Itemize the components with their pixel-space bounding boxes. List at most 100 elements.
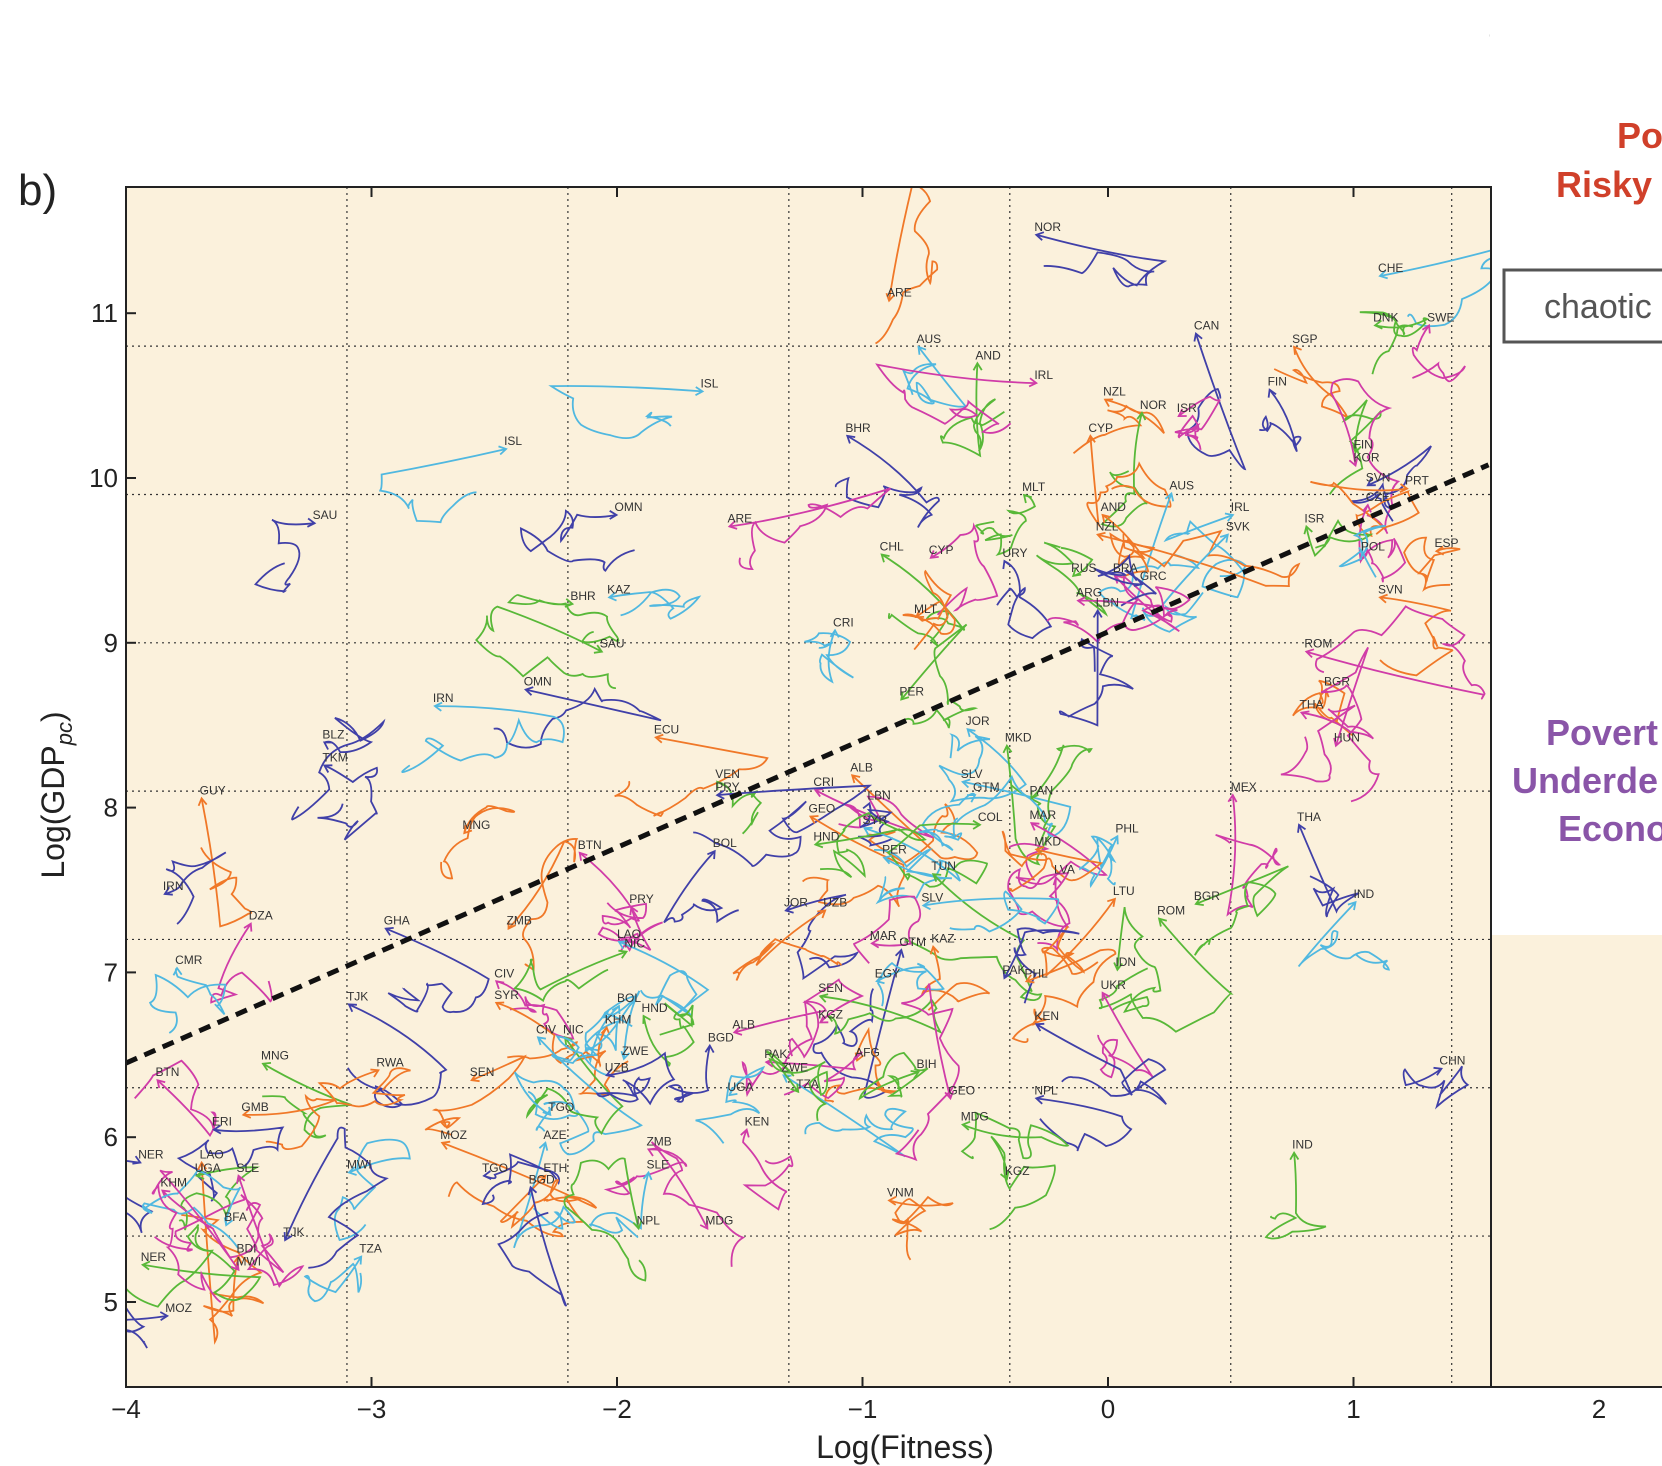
- trajectory-isr: [1174, 395, 1221, 450]
- trajectory-arrowhead: [347, 1166, 357, 1176]
- country-label-sgp: SGP: [1292, 332, 1317, 346]
- country-label-geo: GEO: [808, 802, 835, 816]
- trajectory-phl: [1011, 948, 1117, 1044]
- bottom-region-label-line1: Povert: [1546, 712, 1658, 753]
- trajectory-idn: [1111, 906, 1162, 1014]
- chaotic-box-label: chaotic: [1544, 288, 1652, 326]
- trajectory-arrowhead: [230, 1261, 240, 1272]
- trajectory-cmr: [148, 967, 227, 1034]
- trajectory-arrowhead: [1421, 323, 1431, 334]
- bottom-region-label-line3: Econo: [1558, 808, 1662, 849]
- country-label-nzl: NZL: [1096, 520, 1119, 534]
- trajectory-isl: [379, 448, 507, 524]
- trajectory-swe: [1411, 324, 1466, 383]
- trajectory-ind: [1297, 901, 1390, 971]
- trajectory-per: [899, 623, 979, 729]
- country-label-civ: CIV: [536, 1022, 556, 1036]
- trajectory-arrowhead: [261, 1062, 272, 1071]
- country-label-alb: ALB: [732, 1017, 755, 1031]
- trajectory-mdg: [650, 1141, 746, 1267]
- country-label-cyp: CYP: [1088, 421, 1113, 435]
- trajectory-zwe: [550, 990, 641, 1076]
- trajectory-uzb: [595, 1051, 676, 1106]
- country-label-cze: CZE: [1366, 490, 1390, 504]
- trajectory-pak: [1003, 927, 1080, 1004]
- trajectory-nzl: [1097, 529, 1301, 588]
- country-label-cyp: CYP: [929, 543, 954, 557]
- trajectory-sau: [475, 605, 616, 690]
- trajectory-arrowhead: [1096, 531, 1106, 542]
- trajectory-slv: [923, 890, 1060, 933]
- trajectory-eth: [499, 1175, 582, 1230]
- trajectory-zwe: [783, 1074, 914, 1158]
- country-label-sau: SAU: [600, 637, 625, 651]
- trajectory-civ: [496, 980, 575, 1040]
- country-label-aus: AUS: [917, 332, 942, 346]
- regression-dashed-line: [124, 462, 1490, 1066]
- country-label-rom: ROM: [1157, 904, 1185, 918]
- country-label-zwe: ZWE: [622, 1044, 649, 1058]
- trajectory-aze: [513, 1142, 576, 1249]
- trajectory-arrowhead: [156, 1078, 166, 1089]
- trajectory-cze: [1357, 504, 1407, 583]
- country-label-sle: SLE: [646, 1158, 669, 1172]
- country-label-eri: ERI: [212, 1115, 232, 1129]
- country-label-sau: SAU: [313, 508, 338, 522]
- country-label-bhr: BHR: [570, 589, 596, 603]
- trajectory-arrowhead: [1164, 491, 1175, 502]
- trajectory-arrowhead: [642, 1014, 651, 1024]
- trajectory-arrowhead: [715, 789, 725, 800]
- y-axis: 5 6 7 8 9 10 11: [89, 298, 136, 1317]
- trajectory-lva: [1007, 867, 1071, 952]
- trajectory-arrowhead: [578, 851, 588, 861]
- trajectory-irl: [875, 363, 1037, 434]
- trajectory-arrowhead: [966, 728, 976, 738]
- trajectory-arrowhead: [1293, 345, 1302, 355]
- trajectory-tza: [303, 1256, 363, 1303]
- country-label-nic: NIC: [563, 1022, 584, 1036]
- trajectory-arrowhead: [542, 1106, 552, 1117]
- country-label-gtm: GTM: [973, 780, 1000, 794]
- trajectory-syr: [864, 827, 961, 882]
- country-label-arg: ARG: [1076, 586, 1102, 600]
- country-label-bgd: BGD: [529, 1172, 555, 1186]
- country-label-vnm: VNM: [887, 1186, 914, 1200]
- trajectory-arrowhead: [740, 1128, 750, 1138]
- trajectory-arrowhead: [1297, 823, 1307, 833]
- trajectory-arrowhead: [1052, 875, 1063, 886]
- trajectory-ind: [1264, 1152, 1327, 1240]
- country-label-tjk: TJK: [283, 1225, 304, 1239]
- trajectory-cyp: [930, 522, 999, 616]
- country-label-ind: IND: [1292, 1138, 1313, 1152]
- country-label-mdg: MDG: [961, 1110, 989, 1124]
- y-tick-label: 8: [104, 793, 118, 823]
- country-label-mex: MEX: [1231, 780, 1257, 794]
- country-label-fin: FIN: [1268, 375, 1287, 389]
- trajectory-uzb: [732, 909, 843, 981]
- country-label-bih: BIH: [917, 1057, 937, 1071]
- trajectory-arrowhead: [875, 974, 885, 985]
- trajectory-arrowhead: [498, 445, 508, 456]
- country-label-phl: PHL: [1025, 966, 1049, 980]
- country-label-dnk: DNK: [1373, 310, 1398, 324]
- trajectory-arrowhead: [322, 764, 333, 773]
- country-label-irl: IRL: [1034, 368, 1053, 382]
- country-label-can: CAN: [1194, 319, 1219, 333]
- trajectory-pry: [693, 784, 873, 867]
- country-labels: NOR ARE CHE DNK SWE CAN SGP AUS AND IRL FIN NZL ISL N…: [138, 220, 1465, 1315]
- trajectory-and: [939, 363, 1005, 458]
- trajectory-civ: [527, 1036, 643, 1156]
- trajectory-fin: [1259, 389, 1302, 453]
- trajectory-uga: [695, 1065, 766, 1144]
- trajectory-arrowhead: [818, 1014, 829, 1024]
- country-label-jor: JOR: [784, 895, 808, 909]
- country-label-gmb: GMB: [241, 1100, 268, 1114]
- country-label-ecu: ECU: [654, 722, 679, 736]
- x-tick-label: 0: [1101, 1394, 1115, 1424]
- trajectory-cyp: [1086, 435, 1172, 528]
- trajectory-arrowhead: [618, 949, 629, 959]
- trajectory-arrowhead: [524, 686, 534, 696]
- trajectory-arrowhead: [642, 1170, 653, 1181]
- trajectory-slv: [954, 774, 1072, 838]
